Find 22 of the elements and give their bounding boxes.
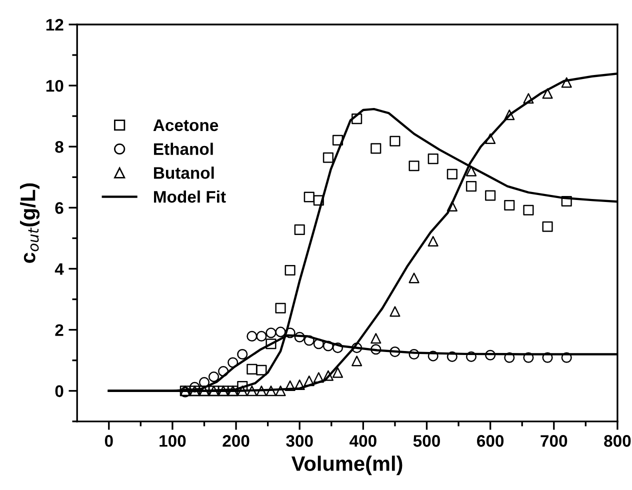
legend-label: Ethanol [154, 142, 213, 155]
y-tick-label: 10 [46, 80, 64, 92]
x-tick-label: 0 [104, 435, 113, 447]
x-tick-label: 200 [222, 435, 250, 447]
x-tick-label: 700 [540, 435, 568, 447]
x-tick-label: 300 [286, 435, 313, 447]
x-tick-label: 500 [413, 435, 440, 447]
y-tick-label: 0 [55, 385, 64, 398]
y-tick-label: 8 [55, 141, 64, 153]
y-tick-label: 4 [54, 263, 64, 275]
x-axis-title: Volume(ml) [291, 456, 402, 476]
y-tick-label: 2 [55, 324, 64, 336]
x-tick-label: 400 [350, 435, 376, 447]
x-tick-label: 600 [477, 435, 504, 447]
legend-label: Acetone [153, 119, 218, 132]
y-axis-title: c$_{out}$(g/L) [20, 183, 40, 263]
x-tick-label: 800 [604, 435, 631, 447]
legend-label: Butanol [154, 166, 214, 179]
y-tick-label: 12 [46, 18, 64, 31]
x-tick-label: 100 [160, 435, 186, 447]
y-tick-label: 6 [55, 202, 64, 214]
legend-label: Model Fit [154, 190, 226, 203]
